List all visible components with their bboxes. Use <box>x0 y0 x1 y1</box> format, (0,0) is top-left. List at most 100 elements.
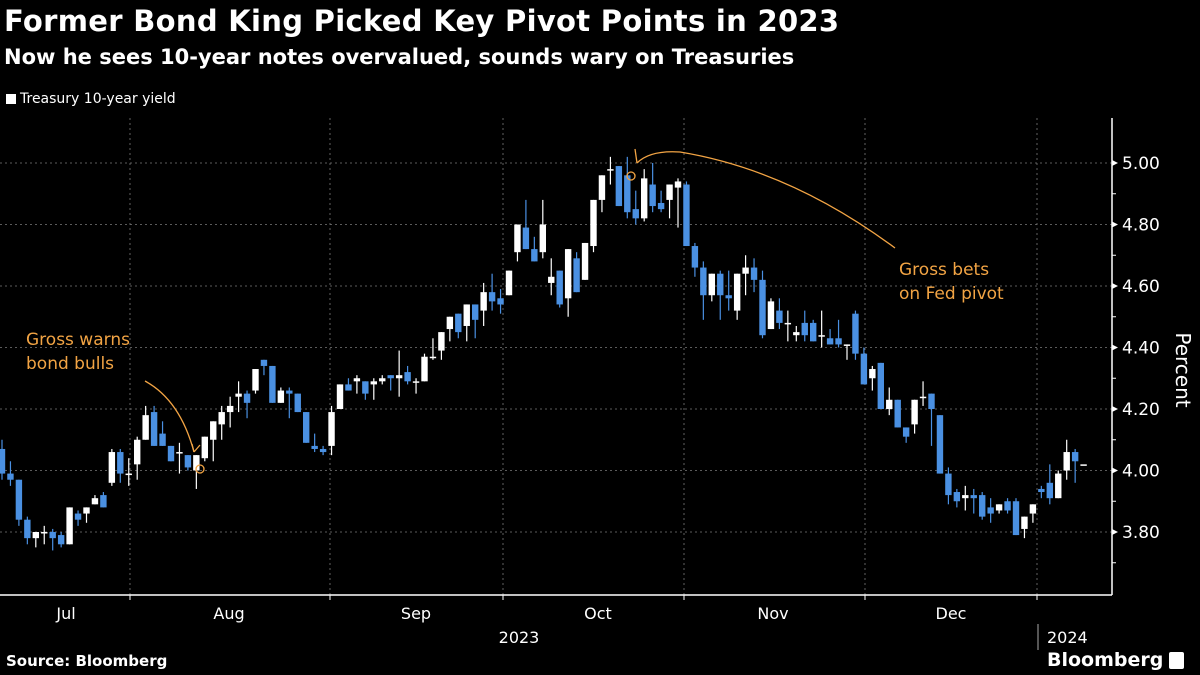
candle <box>936 415 944 474</box>
candle <box>691 242 699 277</box>
candle-body <box>497 298 504 305</box>
candle-body <box>328 412 335 446</box>
candle-body <box>260 359 268 366</box>
candle-body <box>810 322 817 342</box>
candle-body <box>108 452 116 483</box>
candle-body <box>539 224 546 253</box>
candle-body <box>683 184 690 247</box>
candle-body <box>666 184 673 200</box>
candle-body <box>902 427 910 437</box>
candle-body <box>345 384 352 391</box>
candle <box>869 365 876 391</box>
candle-body <box>184 455 192 468</box>
candle-body <box>83 507 90 514</box>
candle <box>548 258 555 296</box>
candle-body <box>649 184 656 207</box>
candle <box>66 507 73 545</box>
candle <box>860 347 868 385</box>
candle <box>1071 448 1079 483</box>
candle <box>962 485 969 511</box>
y-tick-mark <box>1112 529 1118 535</box>
candle <box>877 362 884 409</box>
candle <box>919 381 927 406</box>
candle <box>91 495 99 505</box>
candle-body <box>1046 482 1053 499</box>
candle-body <box>987 507 994 514</box>
y-tick-label: 4.40 <box>1122 339 1160 359</box>
candle <box>57 532 65 548</box>
candle <box>987 498 994 523</box>
bloomberg-chart-icon <box>1169 651 1185 669</box>
candle <box>573 252 580 293</box>
candle <box>404 365 411 385</box>
candle <box>49 528 56 551</box>
candle-body <box>691 246 699 268</box>
y-tick-mark <box>1112 406 1118 412</box>
candle-body <box>767 301 775 330</box>
candle-body <box>370 381 377 385</box>
candle-body <box>590 199 597 247</box>
candle-body <box>708 273 715 296</box>
candle <box>497 289 504 314</box>
candle <box>226 396 234 428</box>
candle <box>649 163 656 213</box>
candle <box>1021 516 1028 539</box>
candle-body <box>193 455 200 471</box>
candle <box>252 369 259 394</box>
candle <box>835 319 842 348</box>
candle <box>421 353 428 382</box>
annotation-marker <box>626 171 636 181</box>
candle-body <box>911 399 918 425</box>
candle-body <box>641 178 648 219</box>
candle <box>556 270 563 308</box>
candle <box>125 458 132 486</box>
candle <box>193 455 200 489</box>
candle-body <box>455 313 462 333</box>
y-tick-label: 4.00 <box>1122 462 1160 482</box>
chart-subtitle: Now he sees 10-year notes overvalued, so… <box>4 45 795 69</box>
candle <box>843 344 851 360</box>
y-tick-label: 4.60 <box>1122 277 1160 297</box>
candle-body <box>252 369 259 391</box>
candle-body <box>150 412 158 446</box>
candle-body <box>176 452 183 454</box>
candle-body <box>979 495 986 517</box>
candle-body <box>928 393 935 409</box>
candle-body <box>142 415 149 440</box>
candle-body <box>750 267 758 280</box>
y-tick-mark <box>1112 467 1118 474</box>
candle <box>134 436 141 480</box>
candle-body <box>472 304 479 320</box>
x-tick-label: Sep <box>401 604 431 623</box>
candle-body <box>7 473 14 480</box>
candle-body <box>480 292 487 311</box>
candle-body <box>801 322 808 336</box>
candle-body <box>945 473 952 496</box>
candle <box>176 442 183 474</box>
candle-body <box>421 356 428 382</box>
candle <box>522 199 530 250</box>
candle-body <box>835 338 842 345</box>
candle <box>41 525 48 545</box>
candle <box>379 375 386 385</box>
candle <box>1004 498 1011 514</box>
candle <box>1029 504 1037 523</box>
candle-body <box>218 412 225 425</box>
candle <box>319 445 327 456</box>
annotation-text: on Fed pivot <box>899 284 1004 304</box>
candle-body <box>970 495 977 499</box>
annotation-text: Gross bets <box>899 260 989 280</box>
annotation-marker <box>195 464 205 474</box>
candle <box>167 445 175 462</box>
x-tick-label: Nov <box>757 604 788 623</box>
candle-body <box>336 384 344 409</box>
candle <box>894 399 901 428</box>
candle <box>657 190 665 213</box>
candle <box>632 190 639 225</box>
candle <box>1012 498 1020 536</box>
candle-body <box>742 267 749 274</box>
candle-body <box>57 535 65 545</box>
candle-body <box>32 532 39 539</box>
candle-body <box>1004 501 1011 511</box>
candle <box>150 405 158 446</box>
